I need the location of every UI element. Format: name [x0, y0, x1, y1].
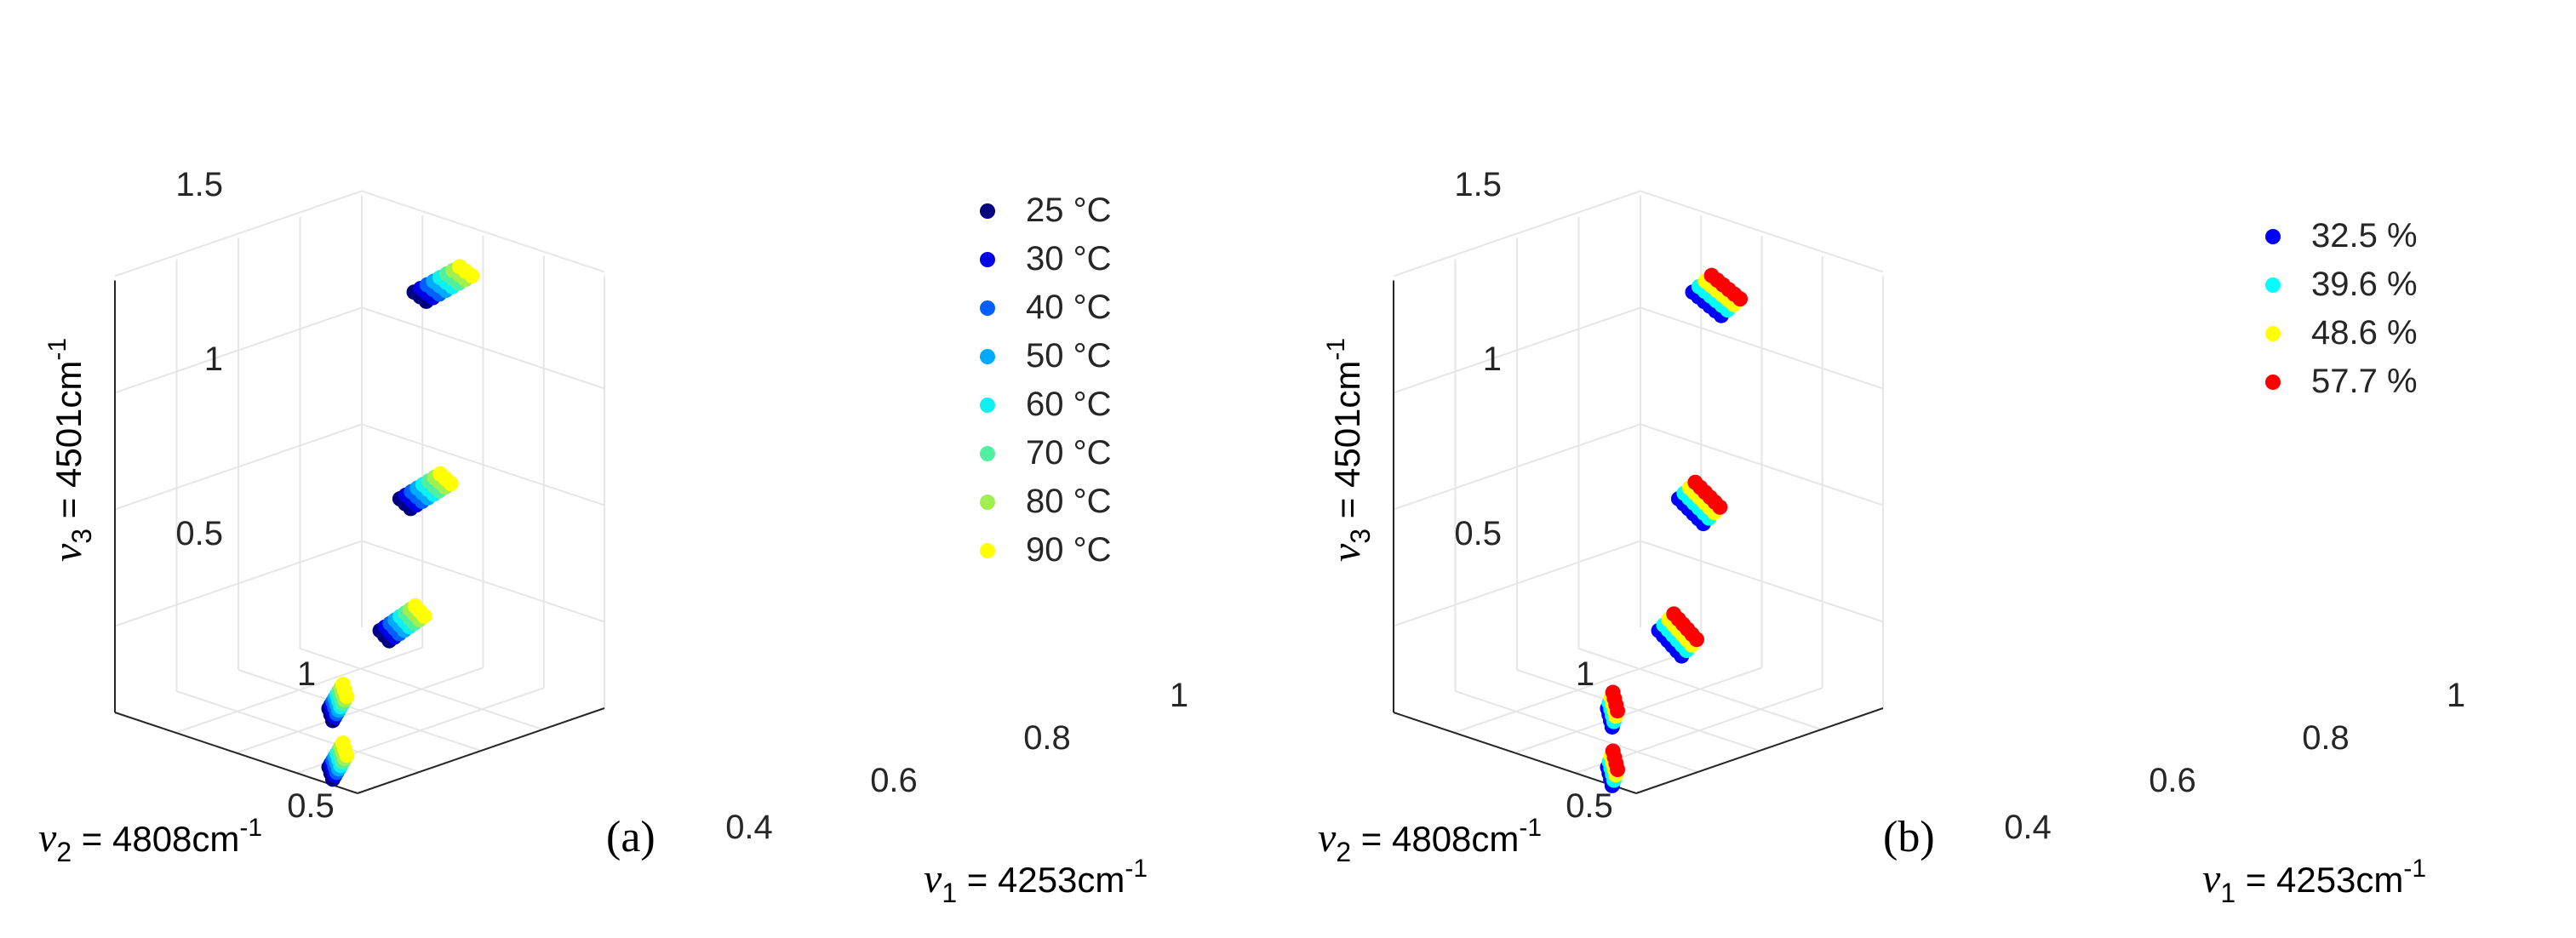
data-point — [1712, 499, 1728, 515]
data-point — [1689, 632, 1705, 648]
y-tick-label: 0.5 — [1566, 787, 1613, 825]
data-point — [339, 747, 355, 764]
legend-marker — [980, 203, 995, 219]
gridline — [114, 306, 605, 394]
legend: 25 °C 30 °C 40 °C 50 °C 60 °C 70 °C 80 °C 90 °C — [980, 192, 1112, 569]
gridline — [175, 646, 423, 734]
y-axis-line — [1393, 712, 1637, 794]
gridline — [114, 423, 605, 511]
y-tick-label: 1 — [297, 655, 316, 693]
legend-label: 57.7 % — [2311, 363, 2418, 400]
x-tick-label: 0.4 — [2004, 809, 2052, 846]
y-axis-line — [114, 712, 358, 794]
gridline — [114, 540, 605, 627]
chart-panel-b: 0.4 0.6 0.8 1 0.5 1 0.5 1 1.5 ν1 = 4253cm-1 ν2 = 4… — [1318, 166, 2465, 908]
legend: 32.5 % 39.6 % 48.6 % 57.7 % — [2265, 217, 2418, 400]
legend-marker — [980, 252, 995, 267]
z-tick-label: 1.5 — [175, 166, 223, 203]
z-axis-label-text: ν3 = 4501cm-1 — [1322, 338, 1376, 562]
grid-lines — [1393, 190, 1884, 775]
legend-label: 39.6 % — [2311, 266, 2418, 303]
x-axis-label-text: ν1 = 4253cm-1 — [2202, 855, 2426, 908]
z-tick-label: 0.5 — [175, 515, 223, 552]
legend-label: 30 °C — [1026, 240, 1112, 277]
gridline — [1393, 423, 1884, 511]
legend-marker — [980, 349, 995, 364]
data-points — [1600, 267, 1749, 793]
x-axis-line — [1635, 707, 1884, 794]
legend-label: 40 °C — [1026, 289, 1112, 326]
z-axis-label: ν3 = 4501cm-1 — [1322, 338, 1376, 562]
data-point — [1610, 703, 1626, 719]
gridline — [300, 648, 543, 730]
legend-label: 25 °C — [1026, 192, 1112, 229]
x-tick-label: 0.6 — [870, 762, 918, 799]
legend-label: 50 °C — [1026, 337, 1112, 375]
x-axis-line — [357, 707, 605, 794]
axes — [114, 280, 605, 794]
x-axis-label: ν1 = 4253cm-1 — [2202, 855, 2426, 908]
x-tick-label: 1 — [2447, 677, 2465, 714]
legend-marker — [2265, 326, 2281, 341]
gridline — [1393, 190, 1884, 277]
x-axis-label-text: ν1 = 4253cm-1 — [924, 855, 1148, 908]
legend-label: 60 °C — [1026, 386, 1112, 423]
y-tick-label: 0.5 — [287, 787, 335, 825]
gridline — [1393, 540, 1884, 627]
x-tick-label: 0.6 — [2149, 762, 2196, 799]
legend-marker — [980, 446, 995, 461]
z-tick-label: 1.5 — [1454, 166, 1502, 203]
legend-marker — [980, 398, 995, 413]
x-tick-label: 0.8 — [2302, 719, 2350, 757]
gridline — [1514, 666, 1762, 754]
legend-label: 48.6 % — [2311, 314, 2418, 352]
data-point — [339, 689, 355, 705]
z-axis-label: ν3 = 4501cm-1 — [43, 338, 97, 562]
grid-lines — [114, 190, 605, 775]
y-axis-label: ν2 = 4808cm-1 — [1318, 814, 1542, 867]
gridline — [1578, 648, 1822, 730]
legend-label: 70 °C — [1026, 434, 1112, 472]
x-tick-label: 0.4 — [725, 809, 773, 846]
x-tick-label: 1 — [1170, 677, 1188, 714]
legend-marker — [2265, 375, 2281, 390]
gridline — [114, 190, 605, 277]
axes — [1393, 280, 1884, 794]
panel-label: (a) — [606, 813, 655, 861]
y-axis-label: ν2 = 4808cm-1 — [38, 814, 262, 867]
data-point — [464, 268, 480, 284]
legend-label: 32.5 % — [2311, 217, 2418, 255]
data-point — [1610, 762, 1626, 778]
panel-label: (b) — [1883, 813, 1935, 861]
y-axis-label-text: ν2 = 4808cm-1 — [1318, 814, 1542, 867]
chart-panel-a: 0.4 0.6 0.8 1 0.5 1 0.5 1 1.5 ν1 = 4253cm-1 ν2 = 4… — [38, 166, 1188, 908]
data-points — [321, 259, 480, 787]
gridline — [236, 666, 484, 754]
gridline — [1453, 646, 1702, 734]
data-point — [1732, 291, 1749, 307]
data-point — [443, 476, 459, 492]
legend-label: 80 °C — [1026, 483, 1112, 520]
legend-marker — [980, 495, 995, 510]
legend-marker — [2265, 277, 2281, 293]
x-tick-label: 0.8 — [1023, 719, 1071, 757]
gridline — [1393, 306, 1884, 394]
z-axis-label-text: ν3 = 4501cm-1 — [43, 338, 97, 562]
x-axis-label: ν1 = 4253cm-1 — [924, 855, 1148, 908]
y-tick-label: 1 — [1576, 655, 1594, 693]
legend-marker — [980, 543, 995, 558]
y-axis-label-text: ν2 = 4808cm-1 — [38, 814, 262, 867]
z-tick-label: 1 — [204, 340, 223, 378]
legend-label: 90 °C — [1026, 531, 1112, 569]
z-tick-label: 0.5 — [1454, 515, 1502, 552]
legend-marker — [2265, 229, 2281, 244]
data-point — [416, 608, 432, 624]
legend-marker — [980, 300, 995, 316]
z-tick-label: 1 — [1483, 340, 1502, 378]
